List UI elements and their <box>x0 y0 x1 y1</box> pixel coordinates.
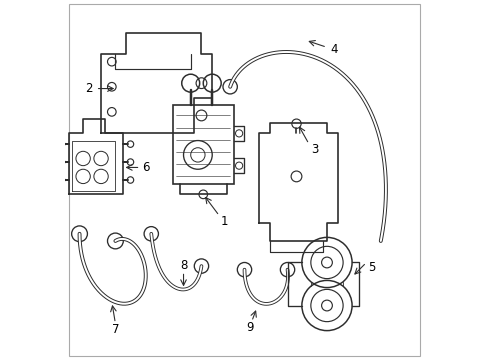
Text: 1: 1 <box>221 215 228 228</box>
Text: 7: 7 <box>111 323 119 336</box>
Text: 6: 6 <box>142 161 149 174</box>
Text: 9: 9 <box>245 321 253 334</box>
Text: 8: 8 <box>180 259 187 272</box>
Text: 4: 4 <box>330 42 337 55</box>
Text: 5: 5 <box>367 261 375 274</box>
Text: 2: 2 <box>84 82 92 95</box>
Text: 3: 3 <box>310 143 318 156</box>
